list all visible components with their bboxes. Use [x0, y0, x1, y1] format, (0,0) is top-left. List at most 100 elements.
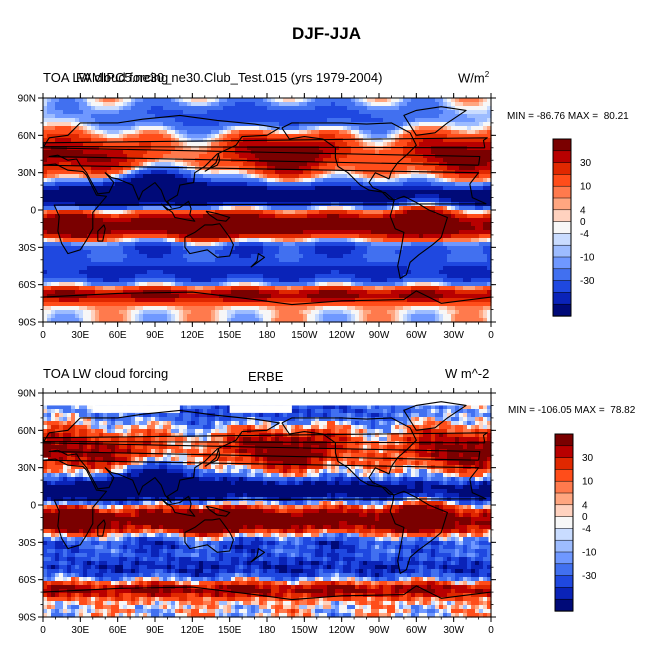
- map-cell: [431, 198, 436, 203]
- map-cell: [155, 258, 160, 263]
- map-cell: [415, 270, 420, 275]
- map-cell: [403, 146, 408, 151]
- map-cell: [223, 98, 228, 103]
- map-cell: [431, 126, 436, 131]
- map-cell: [143, 138, 148, 143]
- map-cell: [423, 182, 428, 187]
- map-cell: [323, 238, 328, 243]
- map-cell: [147, 150, 152, 155]
- map-cell: [271, 226, 276, 231]
- map-cell: [303, 266, 308, 271]
- map-cell: [383, 150, 388, 155]
- map-cell: [323, 234, 328, 239]
- map-cell: [139, 118, 144, 123]
- map-cell: [127, 158, 132, 163]
- map-cell: [195, 122, 200, 127]
- map-cell: [103, 142, 108, 147]
- map-cell: [431, 118, 436, 123]
- map-cell: [227, 102, 232, 107]
- map-cell: [191, 266, 196, 271]
- map-cell: [151, 194, 156, 199]
- map-cell: [183, 126, 188, 131]
- map-cell: [139, 262, 144, 267]
- map-cell: [107, 234, 112, 239]
- map-cell: [287, 174, 292, 179]
- map-cell: [163, 166, 168, 171]
- map-cell: [447, 174, 452, 179]
- map-cell: [55, 166, 60, 171]
- map-cell: [419, 138, 424, 143]
- map-cell: [115, 138, 120, 143]
- map-cell: [471, 218, 476, 223]
- map-cell: [51, 254, 56, 259]
- map-cell: [119, 254, 124, 259]
- map-cell: [243, 170, 248, 175]
- map-cell: [179, 218, 184, 223]
- map-cell: [91, 134, 96, 139]
- map-cell: [203, 270, 208, 275]
- map-cell: [271, 266, 276, 271]
- map-cell: [171, 130, 176, 135]
- map-cell: [143, 110, 148, 115]
- map-cell: [443, 234, 448, 239]
- map-cell: [335, 238, 340, 243]
- map-cell: [271, 214, 276, 219]
- map-cell: [263, 242, 268, 247]
- map-cell: [47, 206, 52, 211]
- map-cell: [147, 266, 152, 271]
- map-cell: [451, 226, 456, 231]
- map-cell: [75, 234, 80, 239]
- map-cell: [463, 262, 468, 267]
- map-cell: [151, 250, 156, 255]
- map-cell: [439, 238, 444, 243]
- map-cell: [219, 222, 224, 227]
- map-cell: [463, 178, 468, 183]
- map-cell: [415, 114, 420, 119]
- map-cell: [275, 194, 280, 199]
- map-cell: [403, 150, 408, 155]
- map-cell: [127, 206, 132, 211]
- map-cell: [467, 122, 472, 127]
- map-cell: [451, 266, 456, 271]
- map-cell: [59, 250, 64, 255]
- map-cell: [307, 190, 312, 195]
- map-cell: [351, 134, 356, 139]
- map-cell: [375, 218, 380, 223]
- map-cell: [119, 226, 124, 231]
- map-cell: [83, 262, 88, 267]
- map-cell: [251, 170, 256, 175]
- map-cell: [291, 98, 296, 103]
- map-cell: [51, 242, 56, 247]
- map-cell: [219, 238, 224, 243]
- map-cell: [167, 230, 172, 235]
- map-cell: [275, 206, 280, 211]
- map-cell: [447, 206, 452, 211]
- map-cell: [235, 102, 240, 107]
- map-cell: [323, 122, 328, 127]
- map-cell: [247, 270, 252, 275]
- map-cell: [419, 106, 424, 111]
- map-cell: [283, 110, 288, 115]
- map-cell: [243, 214, 248, 219]
- map-cell: [131, 150, 136, 155]
- map-cell: [311, 258, 316, 263]
- map-cell: [59, 246, 64, 251]
- map-cell: [55, 170, 60, 175]
- map-cell: [151, 98, 156, 103]
- map-cell: [327, 166, 332, 171]
- map-cell: [155, 254, 160, 259]
- map-cell: [299, 198, 304, 203]
- map-cell: [371, 178, 376, 183]
- map-cell: [203, 98, 208, 103]
- map-cell: [363, 266, 368, 271]
- map-cell: [51, 118, 56, 123]
- map-cell: [87, 126, 92, 131]
- map-cell: [311, 234, 316, 239]
- map-cell: [163, 118, 168, 123]
- map-cell: [479, 194, 484, 199]
- map-cell: [75, 242, 80, 247]
- map-cell: [247, 198, 252, 203]
- map-cell: [295, 210, 300, 215]
- map-cell: [143, 274, 148, 279]
- map-cell: [263, 190, 268, 195]
